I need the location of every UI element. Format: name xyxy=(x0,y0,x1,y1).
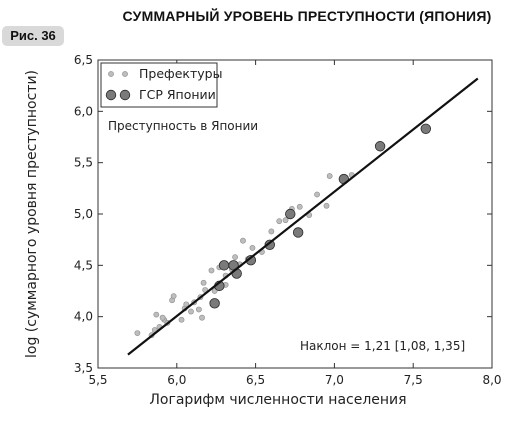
y-tick-label: 4,0 xyxy=(74,310,93,324)
y-tick-label: 4,5 xyxy=(74,258,93,272)
chart-subtitle-annotation: Преступность в Японии xyxy=(108,119,258,133)
prefecture-point xyxy=(153,311,160,318)
prefecture-point xyxy=(282,217,289,224)
prefecture-point xyxy=(276,218,283,225)
metro-area-point xyxy=(264,239,275,251)
legend-label-prefectures: Префектуры xyxy=(139,66,222,81)
metro-area-point xyxy=(218,260,230,271)
y-tick-label: 5,5 xyxy=(74,156,93,170)
prefecture-point xyxy=(296,203,303,210)
y-axis-label: log (суммарного уровня преступности) xyxy=(24,70,40,358)
metro-area-point xyxy=(374,141,386,152)
legend-label-metro-areas: ГСР Японии xyxy=(139,87,216,102)
prefecture-point xyxy=(323,202,330,209)
regression-line xyxy=(127,77,479,356)
y-tick-label: 6,5 xyxy=(74,53,93,67)
prefecture-point xyxy=(170,293,177,300)
x-tick-label: 7,0 xyxy=(325,373,344,387)
legend: Префектуры ГСР Японии xyxy=(100,62,222,108)
prefecture-point xyxy=(188,308,194,315)
prefecture-point xyxy=(199,314,205,321)
legend-metro-marker xyxy=(119,89,131,101)
prefecture-point xyxy=(326,173,333,179)
metro-area-point xyxy=(292,227,304,238)
prefecture-point xyxy=(240,237,246,244)
prefecture-point xyxy=(134,330,141,336)
legend-metro-marker xyxy=(105,89,117,101)
slope-annotation: Наклон = 1,21 [1,08, 1,35] xyxy=(300,339,465,353)
y-tick-label: 3,5 xyxy=(74,361,93,375)
legend-prefecture-marker xyxy=(108,71,114,77)
prefecture-point xyxy=(208,267,215,274)
legend-box xyxy=(100,62,218,108)
x-axis-label: Логарифм численности населения xyxy=(149,392,406,408)
metro-area-point xyxy=(285,208,296,220)
metro-area-point xyxy=(209,298,220,309)
prefecture-point xyxy=(195,306,202,313)
axis-ticks xyxy=(97,59,493,369)
axis-tick-labels: 5,5 6,0 6,5 7,0 7,5 8,0 3,5 4,0 4,5 5,0 5,5 6,0 6,5 xyxy=(74,53,502,387)
prefecture-point xyxy=(249,244,256,251)
legend-prefecture-marker xyxy=(122,71,128,77)
figure-label-badge: Рис. 36 xyxy=(2,26,64,46)
x-tick-label: 5,5 xyxy=(88,373,107,387)
y-tick-label: 6,0 xyxy=(74,104,93,118)
prefecture-point xyxy=(232,254,239,261)
prefecture-point xyxy=(268,228,275,235)
x-tick-label: 8,0 xyxy=(482,373,501,387)
x-tick-label: 7,5 xyxy=(404,373,423,387)
y-tick-label: 5,0 xyxy=(74,207,93,221)
prefecture-point xyxy=(314,191,320,198)
x-tick-label: 6,0 xyxy=(167,373,186,387)
prefecture-point xyxy=(178,316,185,323)
metro-area-point xyxy=(420,123,432,134)
x-tick-label: 6,5 xyxy=(246,373,265,387)
prefecture-point xyxy=(159,314,166,321)
prefecture-point xyxy=(200,279,207,286)
chart-title: СУММАРНЫЙ УРОВЕНЬ ПРЕСТУПНОСТИ (ЯПОНИЯ) xyxy=(122,8,492,24)
prefecture-point xyxy=(183,301,190,308)
